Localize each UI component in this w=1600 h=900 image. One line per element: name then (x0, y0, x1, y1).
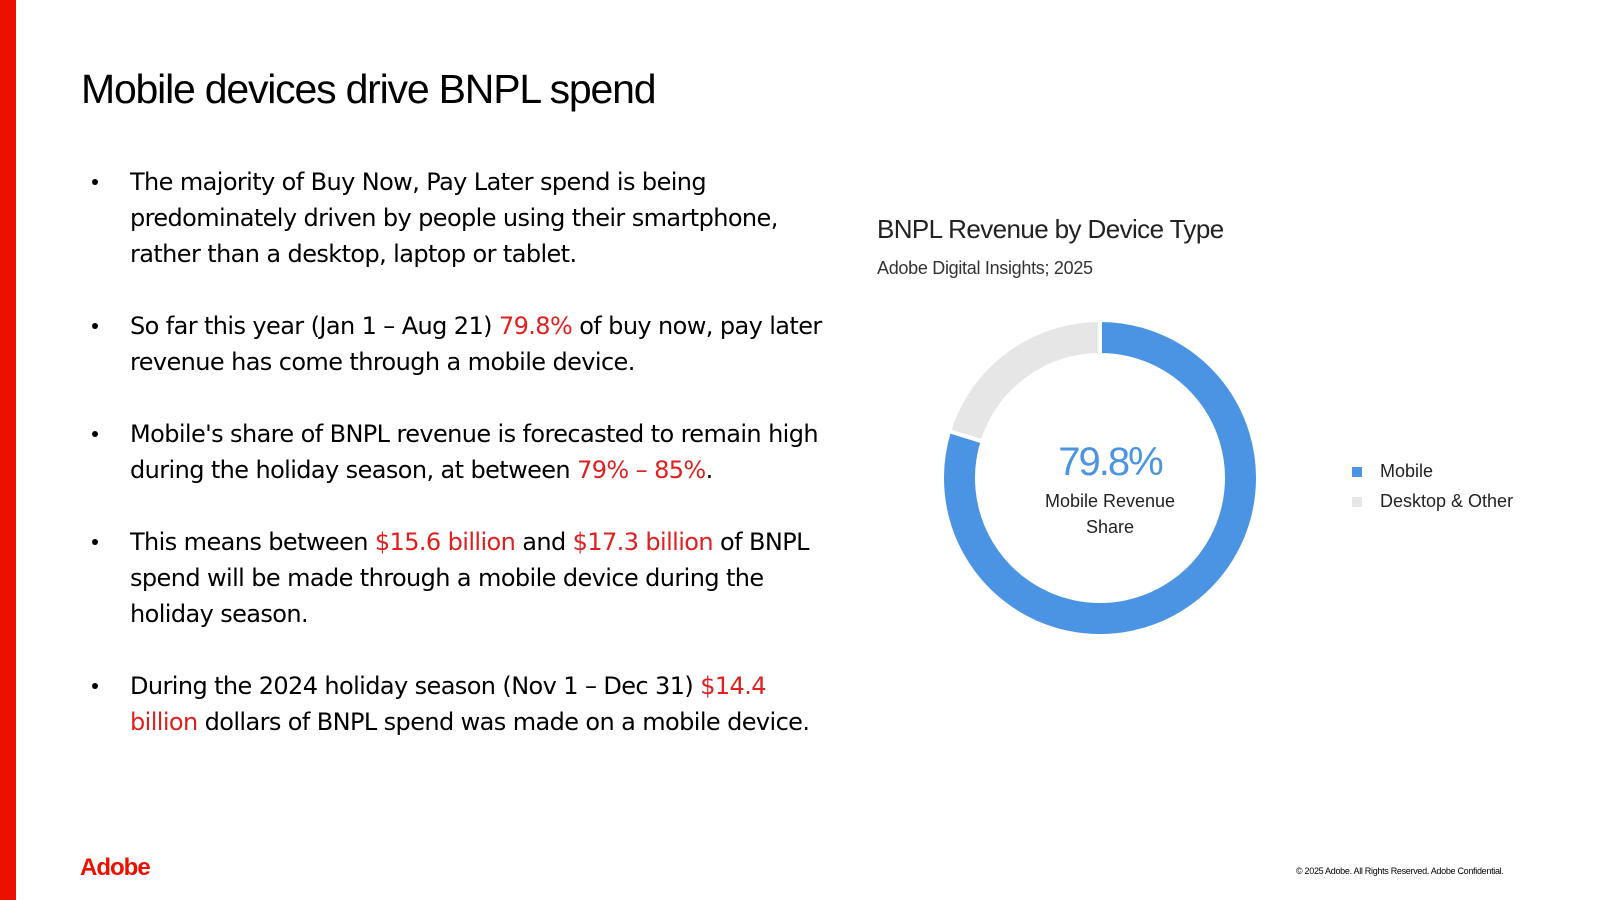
donut-center-value: 79.8% (1058, 440, 1163, 484)
slide-title: Mobile devices drive BNPL spend (81, 66, 657, 112)
highlight-figure: 79% – 85% (577, 456, 706, 484)
legend-label-desktop: Desktop & Other (1380, 491, 1514, 511)
bullet-dot (92, 431, 98, 437)
legend-swatch-mobile (1352, 467, 1362, 477)
donut-center-label: Mobile Revenue Share (1010, 488, 1210, 540)
bullet-text: and (515, 528, 573, 556)
bullet-item: The majority of Buy Now, Pay Later spend… (88, 164, 828, 272)
bullet-text: During the 2024 holiday season (Nov 1 – … (130, 672, 701, 700)
highlight-figure: $17.3 billion (572, 528, 714, 556)
bullet-dot (92, 683, 98, 689)
highlight-figure: 79.8% (498, 312, 573, 340)
chart-legend: Mobile Desktop & Other (1352, 460, 1513, 520)
donut-center-label-line1: Mobile Revenue (1044, 491, 1176, 511)
legend-swatch-desktop (1352, 497, 1362, 507)
donut-center-label-line2: Share (1085, 517, 1135, 537)
bullet-dot (92, 539, 98, 545)
copyright-footer: © 2025 Adobe. All Rights Reserved. Adobe… (1296, 866, 1504, 876)
bullet-text: This means between (130, 528, 375, 556)
bullet-text: So far this year (Jan 1 – Aug 21) (130, 312, 499, 340)
adobe-logo: Adobe (80, 854, 151, 881)
bullet-item: So far this year (Jan 1 – Aug 21) 79.8% … (88, 308, 828, 380)
donut-chart (940, 318, 1260, 638)
legend-label-mobile: Mobile (1380, 461, 1434, 481)
bullet-item: Mobile's share of BNPL revenue is foreca… (88, 416, 828, 488)
bullet-text: The majority of Buy Now, Pay Later spend… (130, 168, 778, 268)
bullet-text: of BNPL spend will be made through a mob… (130, 528, 809, 628)
bullet-item: This means between $15.6 billion and $17… (88, 524, 828, 632)
bullet-text: Mobile's share of BNPL revenue is foreca… (130, 420, 819, 484)
chart-subtitle: Adobe Digital Insights; 2025 (877, 258, 1093, 278)
legend-item-mobile: Mobile (1352, 460, 1513, 490)
bullet-dot (92, 179, 98, 185)
donut-slice-mobile (940, 318, 1260, 638)
bullet-list: The majority of Buy Now, Pay Later spend… (88, 164, 828, 776)
bullet-text: dollars of BNPL spend was made on a mobi… (197, 708, 810, 736)
bullet-text: of buy now, pay later revenue has come t… (130, 312, 822, 376)
chart-title: BNPL Revenue by Device Type (877, 214, 1224, 244)
bullet-text: . (705, 456, 714, 484)
brand-accent-bar (0, 0, 16, 900)
bullet-item: During the 2024 holiday season (Nov 1 – … (88, 668, 828, 740)
donut-slice-desktop (946, 318, 1102, 444)
highlight-figure: $15.6 billion (374, 528, 516, 556)
highlight-figure: $14.4 billion (130, 672, 767, 736)
legend-item-desktop: Desktop & Other (1352, 490, 1513, 520)
bullet-dot (92, 323, 98, 329)
